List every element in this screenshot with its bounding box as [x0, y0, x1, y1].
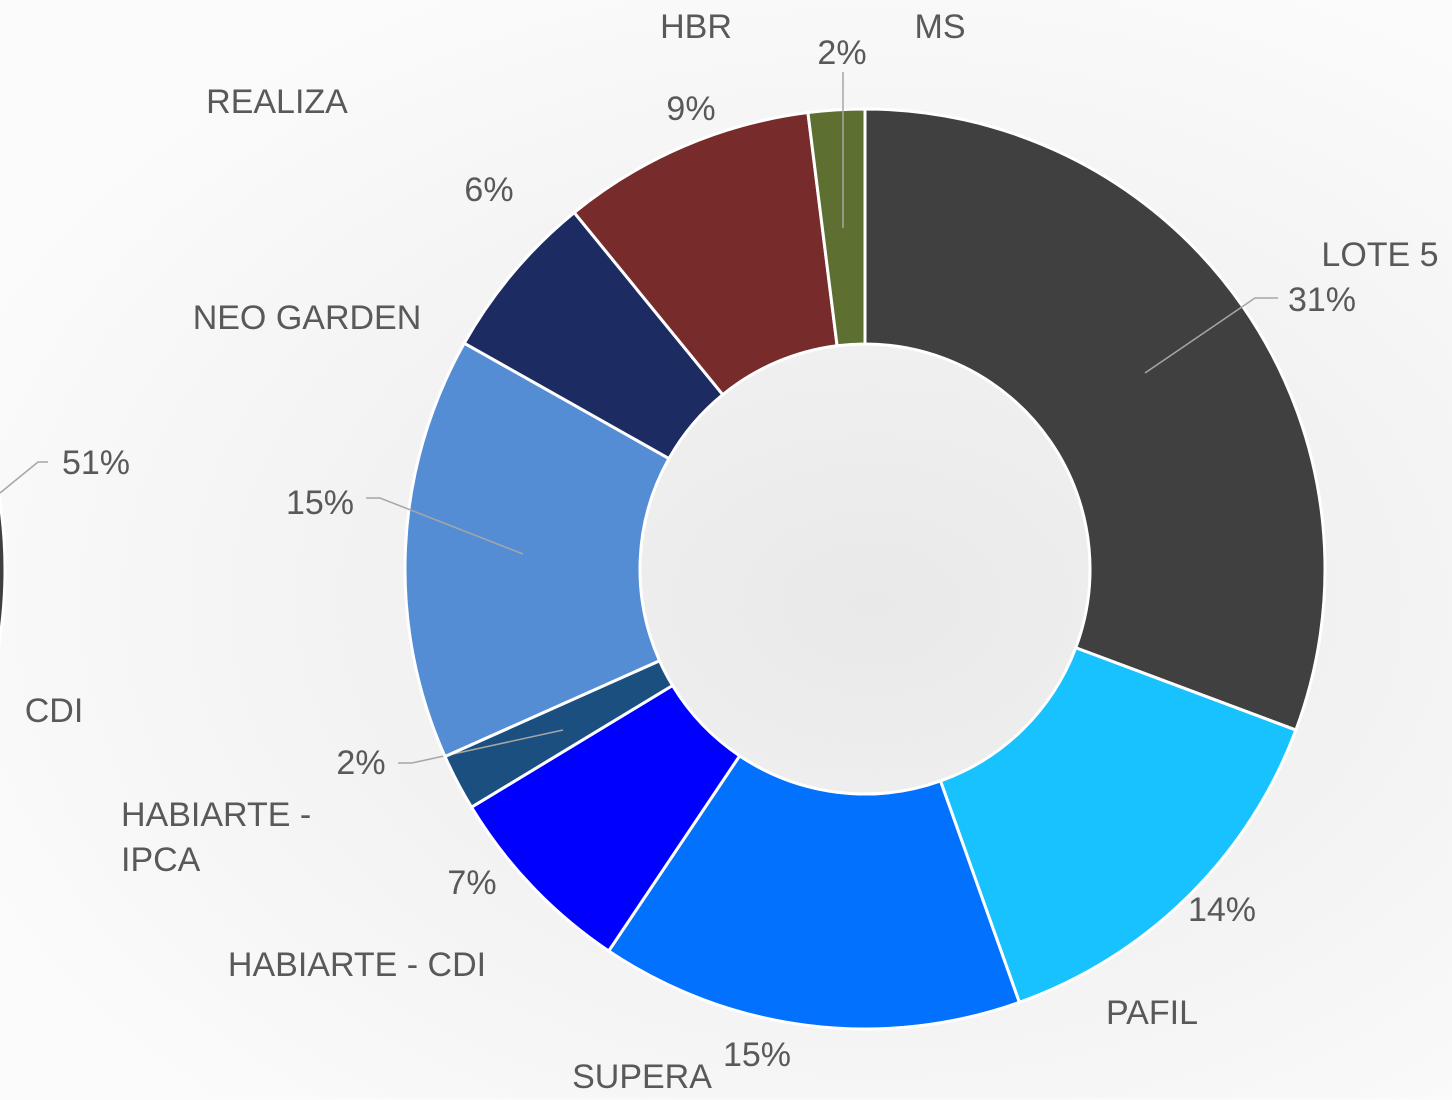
slice: [863, 107, 1327, 732]
slice: [606, 753, 1022, 1031]
category-label: SUPERA: [572, 1058, 712, 1096]
leader-line: [1144, 297, 1278, 374]
slice: [0, 493, 7, 648]
value-label: 15%: [285, 484, 355, 522]
value-label: 7%: [447, 864, 497, 902]
value-label: 9%: [666, 90, 716, 128]
category-label: LOTE 5: [1321, 236, 1439, 274]
slice: [938, 645, 1298, 1005]
slice: [806, 107, 867, 348]
value-label: 6%: [464, 171, 514, 209]
category-label: CDI: [24, 692, 84, 730]
category-label: HABIARTE - CDI: [227, 946, 487, 984]
value-label: 15%: [722, 1036, 792, 1074]
value-label: 14%: [1187, 891, 1257, 929]
category-label: NEO GARDEN: [192, 299, 422, 337]
category-label: HABIARTE - IPCA: [121, 796, 312, 879]
value-label: 2%: [817, 34, 867, 72]
value-label: 2%: [336, 744, 386, 782]
category-label: HBR: [660, 8, 732, 46]
slice: [403, 341, 672, 759]
category-label: MS: [914, 8, 966, 46]
value-label: 51%: [61, 444, 131, 482]
leader-line: [0, 461, 48, 494]
leader-line: [366, 497, 524, 555]
leader-line: [398, 729, 564, 764]
category-label: REALIZA: [206, 83, 348, 121]
category-label: PAFIL: [1106, 994, 1198, 1032]
value-label: 31%: [1287, 281, 1357, 319]
